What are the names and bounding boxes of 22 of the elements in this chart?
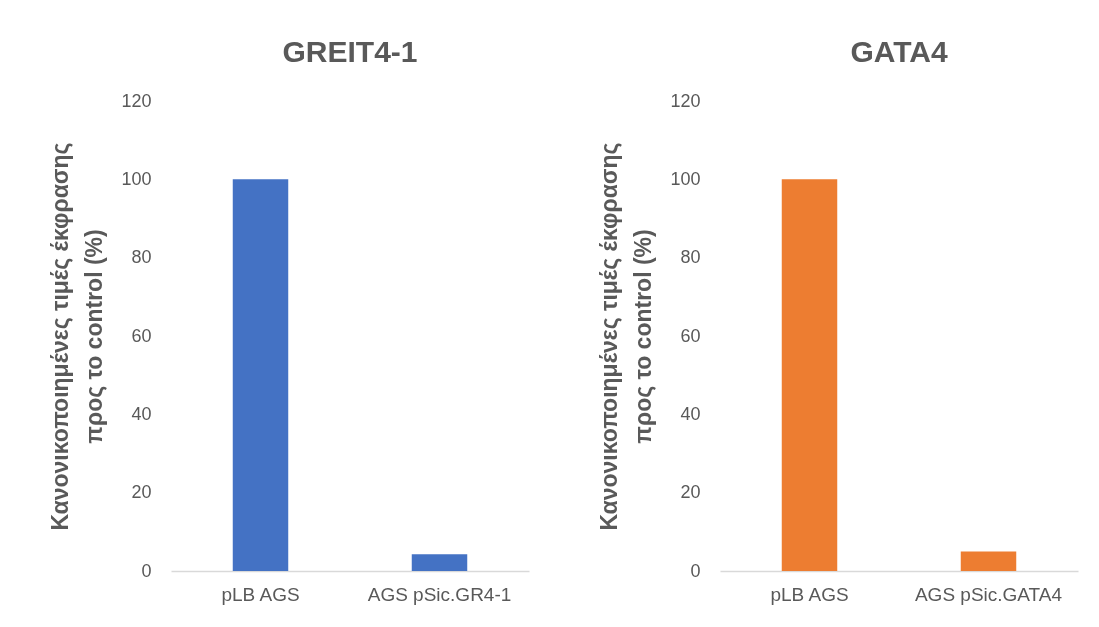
y-tick-label: 40 xyxy=(680,403,701,424)
y-tick-label: 0 xyxy=(141,560,152,581)
x-tick-label: pLB AGS xyxy=(770,583,849,605)
y-tick-label: 0 xyxy=(690,560,701,581)
y-tick-label: 40 xyxy=(131,403,152,424)
chart-title: GATA4 xyxy=(850,35,948,68)
y-tick-label: 120 xyxy=(121,90,152,111)
y-axis-title: Κανονικοποιημένες τιμές έκφρασης προς το control (%) xyxy=(47,142,108,531)
y-tick-label: 80 xyxy=(680,247,701,268)
chart-title: GREIT4-1 xyxy=(282,35,418,68)
x-tick-label: AGS pSic.GATA4 xyxy=(914,583,1063,605)
x-tick-label: pLB AGS xyxy=(221,583,300,605)
y-tick-label: 80 xyxy=(131,247,152,268)
y-tick-label: 20 xyxy=(131,482,152,503)
y-axis-title: Κανονικοποιημένες τιμές έκφρασης προς το control (%) xyxy=(596,142,657,531)
x-tick-label: AGS pSic.GR4-1 xyxy=(367,583,512,605)
y-tick-label: 100 xyxy=(670,168,701,189)
y-tick-label: 20 xyxy=(680,482,701,503)
y-tick-label: 100 xyxy=(121,168,152,189)
y-tick-label: 60 xyxy=(680,325,701,346)
y-tick-label: 60 xyxy=(131,325,152,346)
y-tick-label: 120 xyxy=(670,90,701,111)
